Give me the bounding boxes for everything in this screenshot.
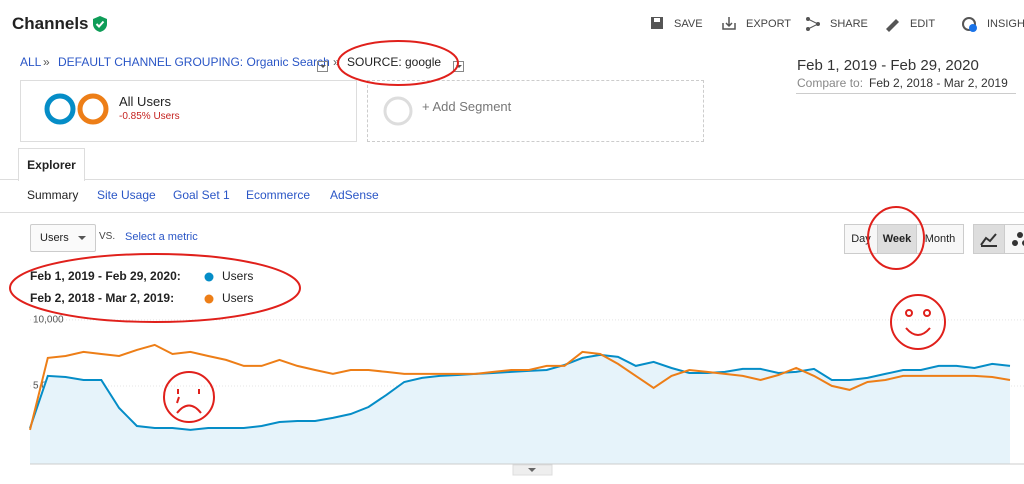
breadcrumb-link[interactable]: ALL: [20, 55, 42, 69]
divider: [0, 179, 1024, 180]
breadcrumb-current: SOURCE: google: [347, 55, 442, 69]
y-tick-label: 10,000: [33, 315, 64, 326]
metric-select[interactable]: Users: [30, 224, 96, 252]
day-button[interactable]: Day: [844, 224, 878, 254]
legend-label: Users: [222, 291, 254, 305]
happy-face-features: [905, 309, 932, 336]
page-title: Channels: [12, 14, 89, 33]
line-chart-icon: [980, 233, 997, 247]
select-metric[interactable]: Select a metric: [125, 231, 198, 243]
compare-label: Compare to:: [797, 76, 864, 90]
line-chart-button[interactable]: [973, 224, 1005, 254]
add-segment-card[interactable]: [367, 80, 704, 142]
segment-icon: [44, 93, 109, 125]
add-segment[interactable]: + Add Segment: [422, 99, 512, 114]
sad-face: [163, 371, 215, 423]
share-button[interactable]: SHARE: [830, 18, 868, 30]
subtab[interactable]: Ecommerce: [246, 188, 311, 202]
tab[interactable]: Explorer: [18, 148, 85, 181]
motion-chart-icon: [1012, 232, 1024, 246]
subtab[interactable]: Site Usage: [97, 188, 156, 202]
subtab[interactable]: Goal Set 1: [173, 188, 230, 202]
breadcrumb-separator: »: [333, 55, 340, 69]
date-range[interactable]: Feb 1, 2019 - Feb 29, 2020: [797, 57, 979, 74]
metric-label: Users: [40, 232, 69, 244]
series-line: [29, 343, 1011, 431]
vs-label: VS.: [99, 231, 116, 242]
action-icons: [651, 17, 977, 32]
compare-range: Feb 2, 2018 - Mar 2, 2019: [869, 76, 1008, 90]
subtab[interactable]: AdSense: [330, 188, 379, 202]
segment-card[interactable]: [20, 80, 357, 142]
segment-name: All Users: [119, 94, 172, 109]
series-line: [29, 353, 1011, 431]
breadcrumb-link[interactable]: DEFAULT CHANNEL GROUPING: Organic Search: [58, 55, 330, 69]
edit-button[interactable]: EDIT: [910, 18, 936, 30]
legend-dot: [204, 272, 214, 282]
breadcrumb-separator: »: [43, 55, 50, 69]
sad-face-features: [176, 389, 202, 414]
add-segment-icon: [383, 96, 413, 126]
legend-period: Feb 2, 2018 - Mar 2, 2019:: [30, 291, 175, 305]
dropdown-icon[interactable]: [317, 61, 328, 73]
caret: [78, 236, 86, 244]
area-fill: [30, 354, 1010, 464]
annotation-ellipse: [337, 40, 459, 86]
legend-label: Users: [222, 269, 254, 283]
divider: [796, 93, 1016, 94]
scroll-arrow: [528, 468, 536, 472]
happy-face: [890, 294, 946, 350]
motion-chart-button[interactable]: [1004, 224, 1024, 254]
legend-dot: [204, 294, 214, 304]
legend-period: Feb 1, 2019 - Feb 29, 2020:: [30, 269, 181, 283]
segment-change: -0.85% Users: [119, 111, 180, 122]
insights-button[interactable]: INSIGHTS: [987, 18, 1024, 30]
annotation-ellipse: [867, 206, 925, 270]
verified-icon: [93, 16, 107, 32]
subtab[interactable]: Summary: [27, 188, 79, 202]
export-button[interactable]: EXPORT: [746, 18, 792, 30]
tab-label: Explorer: [27, 158, 76, 172]
dropdown-icon[interactable]: [453, 61, 465, 73]
annotation-ellipse: [9, 253, 301, 323]
divider: [0, 212, 1024, 213]
save-button[interactable]: SAVE: [674, 18, 703, 30]
